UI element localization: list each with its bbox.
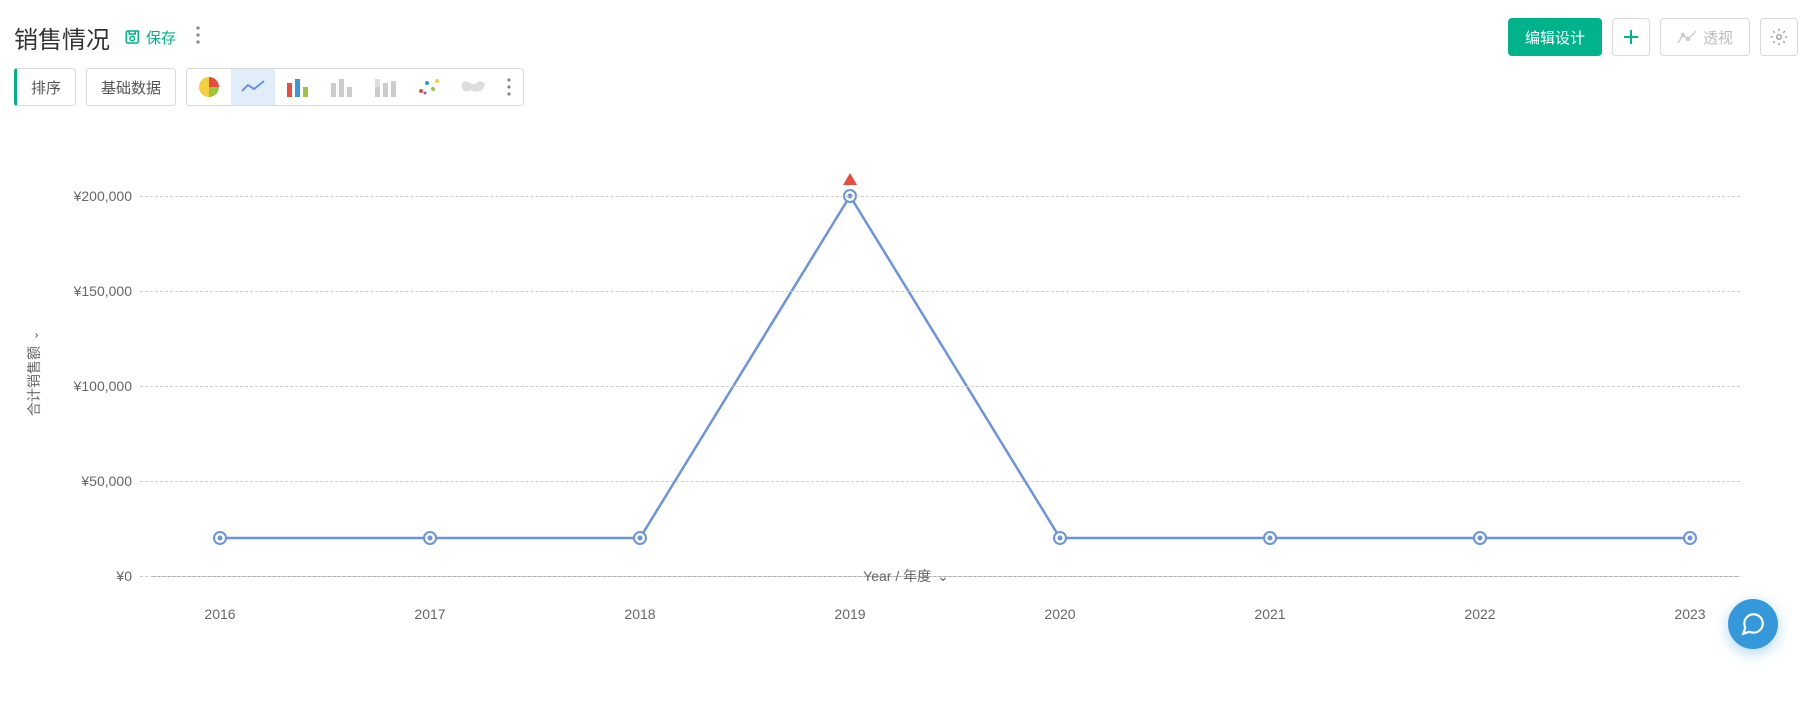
chart-type-more[interactable] [495,69,523,105]
x-tick-label: 2023 [1674,606,1705,622]
grid-line [140,481,1740,482]
bar-grey-icon [329,77,353,97]
chat-fab[interactable] [1728,599,1778,649]
chart-type-bar-grey1[interactable] [319,69,363,105]
chevron-down-icon: ⌄ [28,331,41,340]
chart-type-map[interactable] [451,69,495,105]
chart-type-line[interactable] [231,69,275,105]
data-point-inner [638,536,643,541]
y-tick-label: ¥50,000 [40,473,132,489]
x-tick-label: 2018 [624,606,655,622]
grid-line [140,291,1740,292]
chart-type-bar-grey2[interactable] [363,69,407,105]
more-vertical-icon [507,78,511,96]
data-point-inner [428,536,433,541]
chart-type-group [186,68,524,106]
data-point-inner [1268,536,1273,541]
data-point-inner [218,536,223,541]
save-button[interactable]: 保存 [124,27,176,48]
series-line [220,196,1690,538]
y-tick-label: ¥200,000 [40,188,132,204]
scatter-icon [417,77,441,97]
toolbar: 排序 基础数据 [0,68,1812,116]
base-data-button[interactable]: 基础数据 [86,68,176,106]
x-axis-label-text: Year / 年度 [863,566,931,586]
y-tick-label: ¥150,000 [40,283,132,299]
save-icon [124,28,142,46]
page-title: 销售情况 [14,20,110,55]
sort-button[interactable]: 排序 [14,68,76,106]
x-axis-label[interactable]: Year / 年度 ⌄ [863,566,949,586]
map-icon [460,79,486,95]
gear-icon [1770,28,1788,46]
grid-line [140,196,1740,197]
x-tick-label: 2016 [204,606,235,622]
chevron-down-icon: ⌄ [937,568,949,585]
chat-icon [1740,611,1766,637]
edit-design-button[interactable]: 编辑设计 [1508,18,1602,56]
add-button[interactable] [1612,18,1650,56]
header: 销售情况 保存 编辑设计 透视 [0,0,1812,68]
peak-marker-icon [843,173,857,185]
perspective-label: 透视 [1703,27,1733,48]
data-point-inner [1478,536,1483,541]
x-tick-label: 2019 [834,606,865,622]
x-tick-label: 2017 [414,606,445,622]
x-tick-label: 2020 [1044,606,1075,622]
pie-icon [197,75,221,99]
y-axis-label[interactable]: 合计销售额 ⌄ [24,331,44,416]
chart-type-scatter[interactable] [407,69,451,105]
chart-type-bar-color[interactable] [275,69,319,105]
data-point-inner [1058,536,1063,541]
grid-line [140,386,1740,387]
perspective-button[interactable]: 透视 [1660,18,1750,56]
bar-stacked-icon [373,77,397,97]
header-more-button[interactable] [190,26,206,49]
plot: ¥0¥50,000¥100,000¥150,000¥200,0002016201… [140,166,1740,576]
data-point-inner [1688,536,1693,541]
bar-color-icon [285,77,309,97]
plus-icon [1623,29,1639,45]
x-tick-label: 2021 [1254,606,1285,622]
more-vertical-icon [196,26,200,44]
chart-area: 合计销售额 ⌄ ¥0¥50,000¥100,000¥150,000¥200,00… [0,116,1812,596]
chart-type-pie[interactable] [187,69,231,105]
x-tick-label: 2022 [1464,606,1495,622]
y-tick-label: ¥100,000 [40,378,132,394]
perspective-icon [1677,30,1697,44]
line-chart [140,166,1740,576]
save-label: 保存 [146,27,176,48]
header-left: 销售情况 保存 [14,20,206,55]
y-tick-label: ¥0 [40,568,132,584]
header-right: 编辑设计 透视 [1508,18,1798,56]
settings-button[interactable] [1760,18,1798,56]
line-icon [241,79,265,95]
